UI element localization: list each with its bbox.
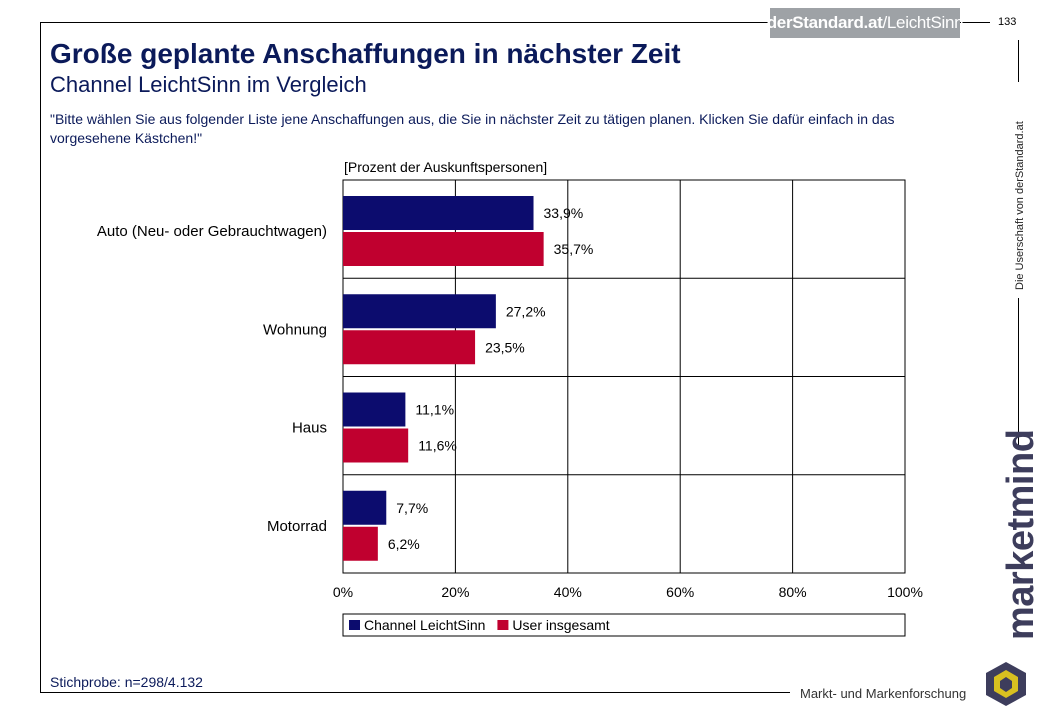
bar-value-label: 35,7% xyxy=(554,241,594,257)
frame-left-line xyxy=(40,22,41,692)
category-label: Wohnung xyxy=(263,321,327,338)
x-tick-label: 0% xyxy=(333,584,353,600)
survey-question: "Bitte wählen Sie aus folgender Liste je… xyxy=(50,111,895,146)
bar-value-label: 27,2% xyxy=(506,303,546,319)
x-tick-label: 80% xyxy=(779,584,807,600)
bar xyxy=(343,196,534,230)
chart-unit-label: [Prozent der Auskunftspersonen] xyxy=(344,159,547,175)
brand-tagline: Markt- und Markenforschung xyxy=(800,686,967,701)
bar-value-label: 11,6% xyxy=(418,438,457,454)
bar xyxy=(343,392,406,427)
bar-value-label: 33,9% xyxy=(544,205,584,221)
side-caption: Die Userschaft von derStandard.at xyxy=(1014,121,1026,290)
x-tick-label: 100% xyxy=(887,584,923,600)
bar-value-label: 7,7% xyxy=(396,500,428,516)
bar xyxy=(343,490,387,525)
legend-label: Channel LeichtSinn xyxy=(364,617,485,633)
bar xyxy=(343,294,496,329)
bar xyxy=(343,428,409,463)
legend-swatch xyxy=(349,620,360,630)
x-tick-label: 60% xyxy=(666,584,694,600)
legend-box xyxy=(342,613,906,637)
frame-top-right-line xyxy=(960,22,990,23)
x-tick-label: 40% xyxy=(554,584,582,600)
category-label: Haus xyxy=(292,420,327,437)
frame-top-line xyxy=(40,22,770,23)
side-rule-top xyxy=(1018,40,1019,82)
cube-logo-icon xyxy=(986,662,1026,706)
side-rule-middle xyxy=(1018,298,1019,448)
bar-value-label: 6,2% xyxy=(388,536,420,552)
legend-label: User insgesamt xyxy=(512,617,609,633)
bar-value-label: 11,1% xyxy=(415,402,454,418)
page-subtitle: Channel LeichtSinn im Vergleich xyxy=(50,72,367,97)
bar xyxy=(343,330,476,365)
category-label: Auto (Neu- oder Gebrauchtwagen) xyxy=(97,223,327,240)
legend-swatch xyxy=(497,620,509,630)
frame-bottom-line xyxy=(40,692,790,693)
bar xyxy=(343,526,378,561)
sample-size-note: Stichprobe: n=298/4.132 xyxy=(50,674,203,690)
bar-value-label: 23,5% xyxy=(485,339,525,355)
page-number: 133 xyxy=(998,16,1017,28)
page-title: Große geplante Anschaffungen in nächster… xyxy=(50,38,681,69)
derstandard-logo: derStandard.at/LeichtSinn xyxy=(767,8,964,38)
marketmind-logo: marketmind xyxy=(1000,429,1040,640)
x-tick-label: 20% xyxy=(441,584,469,600)
category-label: Motorrad xyxy=(267,518,327,535)
bar xyxy=(343,232,544,266)
